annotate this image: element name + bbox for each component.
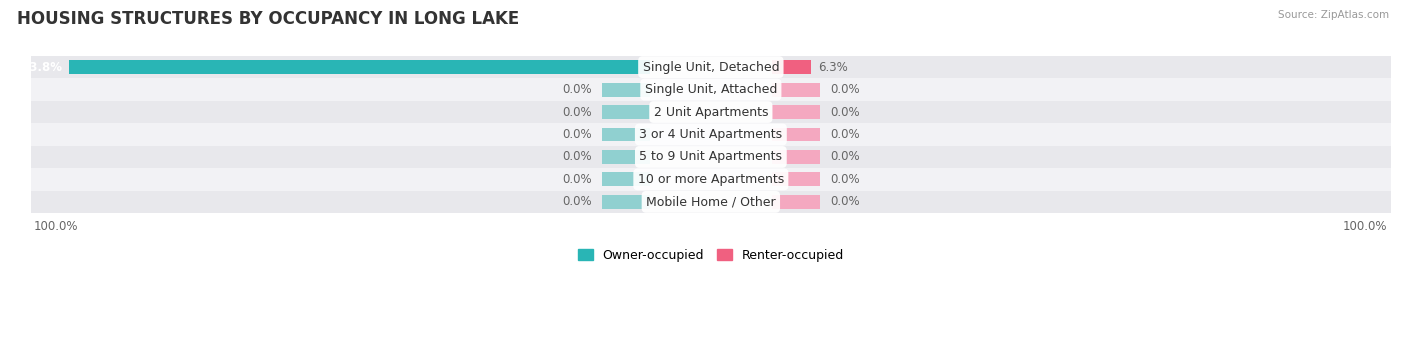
Text: HOUSING STRUCTURES BY OCCUPANCY IN LONG LAKE: HOUSING STRUCTURES BY OCCUPANCY IN LONG …: [17, 10, 519, 28]
Bar: [602, 105, 650, 119]
Bar: [772, 105, 820, 119]
Bar: [31, 191, 1391, 213]
Text: 0.0%: 0.0%: [830, 173, 859, 186]
Text: Mobile Home / Other: Mobile Home / Other: [645, 195, 776, 208]
Text: 0.0%: 0.0%: [562, 195, 592, 208]
Text: 3 or 4 Unit Apartments: 3 or 4 Unit Apartments: [640, 128, 782, 141]
Bar: [772, 150, 820, 164]
Text: 0.0%: 0.0%: [562, 173, 592, 186]
Text: Single Unit, Attached: Single Unit, Attached: [645, 83, 778, 96]
Text: Single Unit, Detached: Single Unit, Detached: [643, 61, 779, 74]
Text: 0.0%: 0.0%: [562, 150, 592, 163]
Bar: [772, 128, 820, 142]
Text: Source: ZipAtlas.com: Source: ZipAtlas.com: [1278, 10, 1389, 20]
Bar: [772, 83, 820, 97]
Bar: [31, 123, 1391, 146]
Text: 0.0%: 0.0%: [562, 128, 592, 141]
Bar: [31, 101, 1391, 123]
Bar: [602, 173, 650, 186]
Text: 0.0%: 0.0%: [830, 83, 859, 96]
Text: 6.3%: 6.3%: [818, 61, 848, 74]
Text: 100.0%: 100.0%: [1343, 220, 1388, 233]
Text: 100.0%: 100.0%: [34, 220, 79, 233]
Bar: [31, 168, 1391, 191]
Text: 0.0%: 0.0%: [562, 83, 592, 96]
Text: 10 or more Apartments: 10 or more Apartments: [638, 173, 785, 186]
Bar: [602, 83, 650, 97]
Text: 0.0%: 0.0%: [830, 150, 859, 163]
Bar: [772, 173, 820, 186]
Bar: [602, 150, 650, 164]
Text: 93.8%: 93.8%: [21, 61, 62, 74]
Text: 5 to 9 Unit Apartments: 5 to 9 Unit Apartments: [640, 150, 782, 163]
Bar: [772, 60, 811, 74]
Bar: [31, 146, 1391, 168]
Bar: [31, 56, 1391, 78]
Text: 0.0%: 0.0%: [830, 106, 859, 119]
Bar: [69, 60, 650, 74]
Text: 2 Unit Apartments: 2 Unit Apartments: [654, 106, 768, 119]
Bar: [602, 195, 650, 209]
Text: 0.0%: 0.0%: [830, 128, 859, 141]
Bar: [772, 195, 820, 209]
Text: 0.0%: 0.0%: [562, 106, 592, 119]
Bar: [602, 128, 650, 142]
Text: 0.0%: 0.0%: [830, 195, 859, 208]
Bar: [31, 78, 1391, 101]
Legend: Owner-occupied, Renter-occupied: Owner-occupied, Renter-occupied: [578, 249, 844, 262]
